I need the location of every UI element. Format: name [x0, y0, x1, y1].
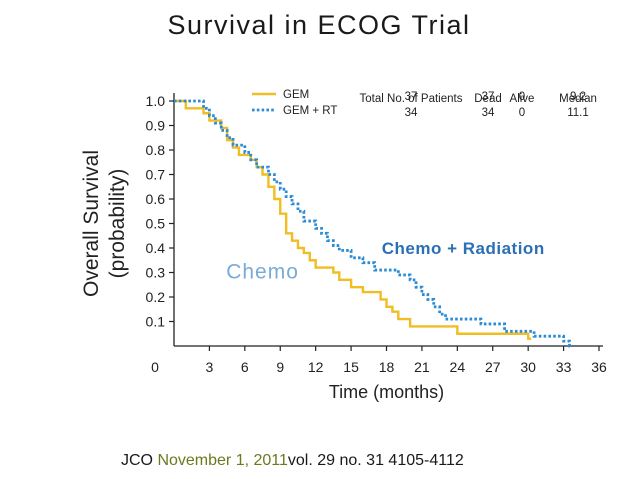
y-tick-label: 0.1 — [146, 314, 166, 330]
x-tick-label: 36 — [591, 359, 607, 375]
annotation-label: Chemo + Radiation — [382, 239, 545, 258]
x-tick-label: 24 — [450, 359, 466, 375]
table-cell: 37 — [405, 91, 418, 103]
series-line-gem-rt — [174, 99, 573, 348]
x-tick-label: 9 — [276, 359, 284, 375]
survival-chart: 0.10.20.30.40.50.60.70.80.91.00 3 6 9 12 15 18… — [80, 89, 607, 402]
table-cell: 34 — [405, 107, 418, 119]
y-tick-label: 0.7 — [146, 167, 166, 183]
table-header: Median — [559, 93, 597, 105]
y-tick-label: 1.0 — [146, 93, 166, 109]
legend-label: GEM + RT — [283, 105, 337, 117]
legend-label: GEM — [283, 89, 309, 101]
series-line-gem — [174, 99, 532, 340]
x-tick-label: 3 — [206, 359, 214, 375]
x-tick-label: 21 — [414, 359, 430, 375]
annotation-label: Chemo — [226, 261, 299, 284]
x-tick-label: 12 — [308, 359, 324, 375]
x-tick-label: 27 — [485, 359, 501, 375]
y-tick-label: 0.4 — [146, 240, 166, 256]
table-cell: 37 — [482, 91, 495, 103]
y-tick-label: 0.9 — [146, 118, 166, 134]
table-header: Dead — [474, 93, 502, 105]
y-axis-label-line2: (probability) — [106, 169, 129, 279]
y-axis-label-line1: Overall Survival — [80, 150, 103, 297]
x-tick-label: 33 — [556, 359, 572, 375]
table-cell: 34 — [482, 107, 495, 119]
x-axis-label: Time (months) — [329, 382, 444, 402]
x-tick-label: 30 — [520, 359, 536, 375]
table-header: Total No. of Patients — [360, 93, 463, 105]
table-cell: 0 — [519, 107, 525, 119]
citation-date: November 1, 2011 — [157, 452, 288, 469]
citation-journal: JCO — [121, 452, 153, 469]
y-tick-label: 0.8 — [146, 142, 166, 158]
table-cell: 9.2 — [570, 91, 586, 103]
x-tick-label: 15 — [343, 359, 359, 375]
table-cell: 11.1 — [567, 107, 589, 119]
x-tick-label: 6 — [241, 359, 249, 375]
y-tick-label: 0.2 — [146, 289, 166, 305]
citation: JCO November 1, 2011vol. 29 no. 31 4105-… — [121, 452, 464, 470]
y-tick-label: 0.5 — [146, 216, 166, 232]
y-tick-label: 0.3 — [146, 265, 166, 281]
citation-volume: vol. 29 no. 31 4105-4112 — [287, 452, 464, 469]
page-title: Survival in ECOG Trial — [167, 10, 471, 40]
y-tick-label: 0.6 — [146, 191, 166, 207]
x-tick-label: 18 — [379, 359, 395, 375]
table-header: Alive — [510, 93, 535, 105]
x-origin-label: 0 — [151, 359, 159, 375]
table-cell: 0 — [519, 91, 525, 103]
